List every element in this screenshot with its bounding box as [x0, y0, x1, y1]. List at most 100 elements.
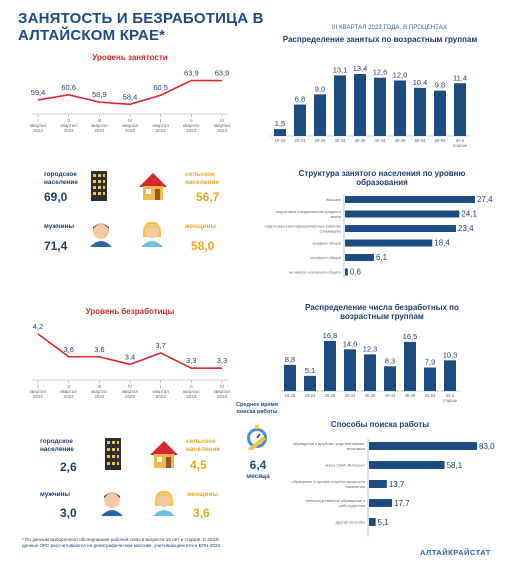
bar — [345, 268, 348, 276]
data-label: 10,4 — [413, 78, 428, 87]
tick-label: II — [190, 118, 193, 123]
unemp-urban-label: городское население — [40, 438, 74, 453]
data-label: 12,6 — [373, 68, 388, 77]
man-icon — [101, 492, 123, 516]
data-label: 5,1 — [378, 518, 390, 527]
unemp-women-label: женщины — [187, 491, 219, 498]
urban-value: 69,0 — [44, 190, 68, 204]
tick-label: обращение к друзьям, родственникам, — [293, 441, 365, 446]
tick-label: 2022 — [33, 394, 44, 399]
bar — [404, 341, 416, 391]
data-label: 7,9 — [425, 357, 435, 366]
tick-label: квартал — [214, 389, 230, 394]
bar — [414, 87, 426, 136]
tick-label: III — [220, 384, 224, 389]
bar — [345, 210, 460, 218]
data-label: 4,2 — [33, 322, 43, 331]
tick-label: 20-24 — [305, 393, 316, 398]
tick-label: не имеют основного общего — [289, 270, 342, 275]
tick-label: II — [67, 384, 70, 389]
tick-label: (служащих) — [320, 229, 342, 234]
city-buildings-icon — [105, 438, 121, 470]
tick-label: среднее общее — [312, 241, 341, 246]
employed-by-age-chart: 1,5 15-19 6,8 20-24 9,0 25-29 13,1 30-34 13,4 35-… — [270, 64, 470, 148]
tick-label: основное общее — [310, 255, 342, 260]
tick-label: обращение в органы службы занятости — [291, 479, 365, 484]
tick-label: 2022 — [125, 128, 136, 133]
bar — [334, 75, 346, 136]
tick-label: квартал — [183, 389, 200, 394]
tick-label: квартал — [122, 389, 139, 394]
tick-label: II — [190, 384, 193, 389]
bar — [434, 90, 446, 136]
bar — [345, 225, 457, 232]
page-title: ЗАНЯТОСТЬ И БЕЗРАБОТИЦА В АЛТАЙСКОМ КРАЕ… — [18, 10, 264, 44]
tick-label: I — [160, 118, 161, 123]
bar — [369, 461, 445, 469]
unemp-rural-value: 4,5 — [190, 458, 207, 472]
search-methods-title: Способы поиска работы — [330, 420, 430, 429]
data-label: 1,5 — [275, 119, 285, 128]
city-buildings-icon — [91, 171, 107, 201]
tick-label: III — [220, 118, 224, 123]
search-time-value: 6,4 — [249, 458, 267, 472]
men-value: 71,4 — [44, 239, 68, 253]
bar — [394, 80, 406, 136]
data-label: 12,3 — [363, 344, 378, 353]
unemp-rural-label: сельское население — [186, 438, 220, 453]
bar — [345, 239, 433, 247]
tick-label: 2023 — [217, 394, 228, 399]
woman-icon — [141, 221, 163, 247]
tick-label: III — [97, 118, 101, 123]
tick-label: 40-44 — [375, 138, 386, 143]
employment-rate-chart: 59,4Iквартал202260,6IIквартал202258,9III… — [30, 69, 230, 133]
unemp-women-value: 3,6 — [193, 506, 210, 520]
bar — [344, 349, 356, 391]
unemp-men-value: 3,0 — [60, 506, 77, 520]
urban-label: городское население — [44, 171, 78, 186]
tick-label: 2023 — [156, 394, 167, 399]
tick-label: 2022 — [33, 128, 44, 133]
tick-label: 15-19 — [285, 393, 296, 398]
tick-label: подготовка специалистов среднего — [276, 209, 342, 214]
data-label: 9,8 — [435, 81, 445, 90]
bar — [324, 341, 336, 391]
tick-label: квартал — [30, 389, 47, 394]
tick-label: IV — [128, 384, 132, 389]
tick-label: звена — [330, 214, 341, 219]
bar — [369, 518, 376, 526]
tick-label: 2022 — [125, 394, 136, 399]
tick-label: через СМИ, Интернет — [325, 463, 366, 468]
tick-label: подготовка квалифицированных рабочих — [265, 224, 341, 229]
tick-label: квартал — [214, 123, 230, 128]
tick-label: III — [97, 384, 101, 389]
tick-label: знакомым — [346, 446, 365, 451]
men-label: мужчины — [44, 223, 75, 230]
tick-label: другие способы — [336, 520, 365, 525]
tick-label: старше — [453, 143, 468, 148]
tick-label: 45-49 — [395, 138, 406, 143]
tick-label: 40-44 — [385, 393, 396, 398]
data-label: 17,7 — [394, 499, 410, 508]
tick-label: квартал — [183, 123, 200, 128]
data-label: 5,1 — [305, 366, 315, 375]
unemployed-by-age-chart: 8,8 15-19 5,1 20-24 16,8 25-29 14,0 30-34 12,3 35… — [280, 331, 460, 403]
bar — [384, 366, 396, 391]
tick-label: I — [37, 384, 38, 389]
tick-label: работодателю — [339, 503, 365, 508]
data-label: 24,1 — [461, 210, 477, 219]
data-label: 13,7 — [389, 480, 405, 489]
unemployment-rate-title: Уровень безработицы — [85, 307, 175, 316]
unemployed-by-age-title: Распределение числа безработных по возра… — [305, 303, 459, 321]
bar — [345, 196, 475, 203]
bar — [374, 77, 386, 136]
tick-label: квартал — [91, 389, 108, 394]
tick-label: 15-19 — [275, 138, 286, 143]
bar — [284, 364, 296, 391]
data-label: 9,0 — [315, 84, 325, 93]
tick-label: квартал — [30, 123, 47, 128]
data-label: 13,1 — [333, 65, 348, 74]
bar — [345, 254, 374, 261]
data-label: 0,6 — [350, 268, 362, 277]
women-value: 58,0 — [191, 239, 215, 253]
